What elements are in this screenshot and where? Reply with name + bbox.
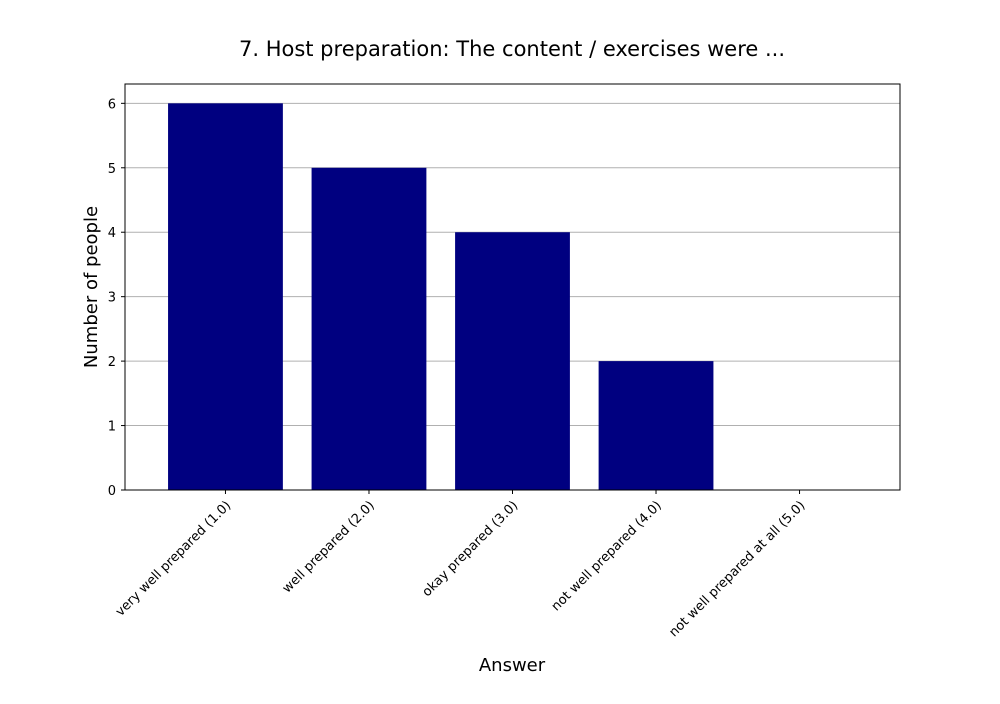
bar: [455, 232, 570, 490]
x-axis-label: Answer: [479, 655, 546, 676]
y-tick-label: 1: [108, 420, 116, 435]
bar: [598, 361, 714, 490]
x-tick-label: not well prepared at all (5.0): [666, 498, 808, 640]
x-tick-label: not well prepared (4.0): [549, 498, 665, 614]
chart-title: 7. Host preparation: The content / exerc…: [239, 37, 785, 61]
bar: [311, 167, 427, 490]
y-tick-label: 5: [108, 162, 116, 177]
y-axis: 0 1 2 3 4 5 6: [108, 97, 125, 499]
x-axis: very well prepared (1.0) well prepared (2…: [113, 490, 808, 640]
x-tick-label: well prepared (2.0): [280, 498, 378, 596]
x-tick-label: very well prepared (1.0): [113, 498, 234, 619]
bar: [168, 103, 283, 490]
y-axis-label: Number of people: [81, 206, 102, 368]
y-tick-label: 4: [108, 226, 116, 241]
y-tick-label: 2: [108, 355, 116, 370]
x-tick-label: okay prepared (3.0): [420, 498, 522, 600]
bars: [168, 103, 714, 490]
y-tick-label: 3: [108, 291, 116, 306]
y-tick-label: 6: [108, 97, 116, 112]
y-tick-label: 0: [108, 484, 116, 499]
